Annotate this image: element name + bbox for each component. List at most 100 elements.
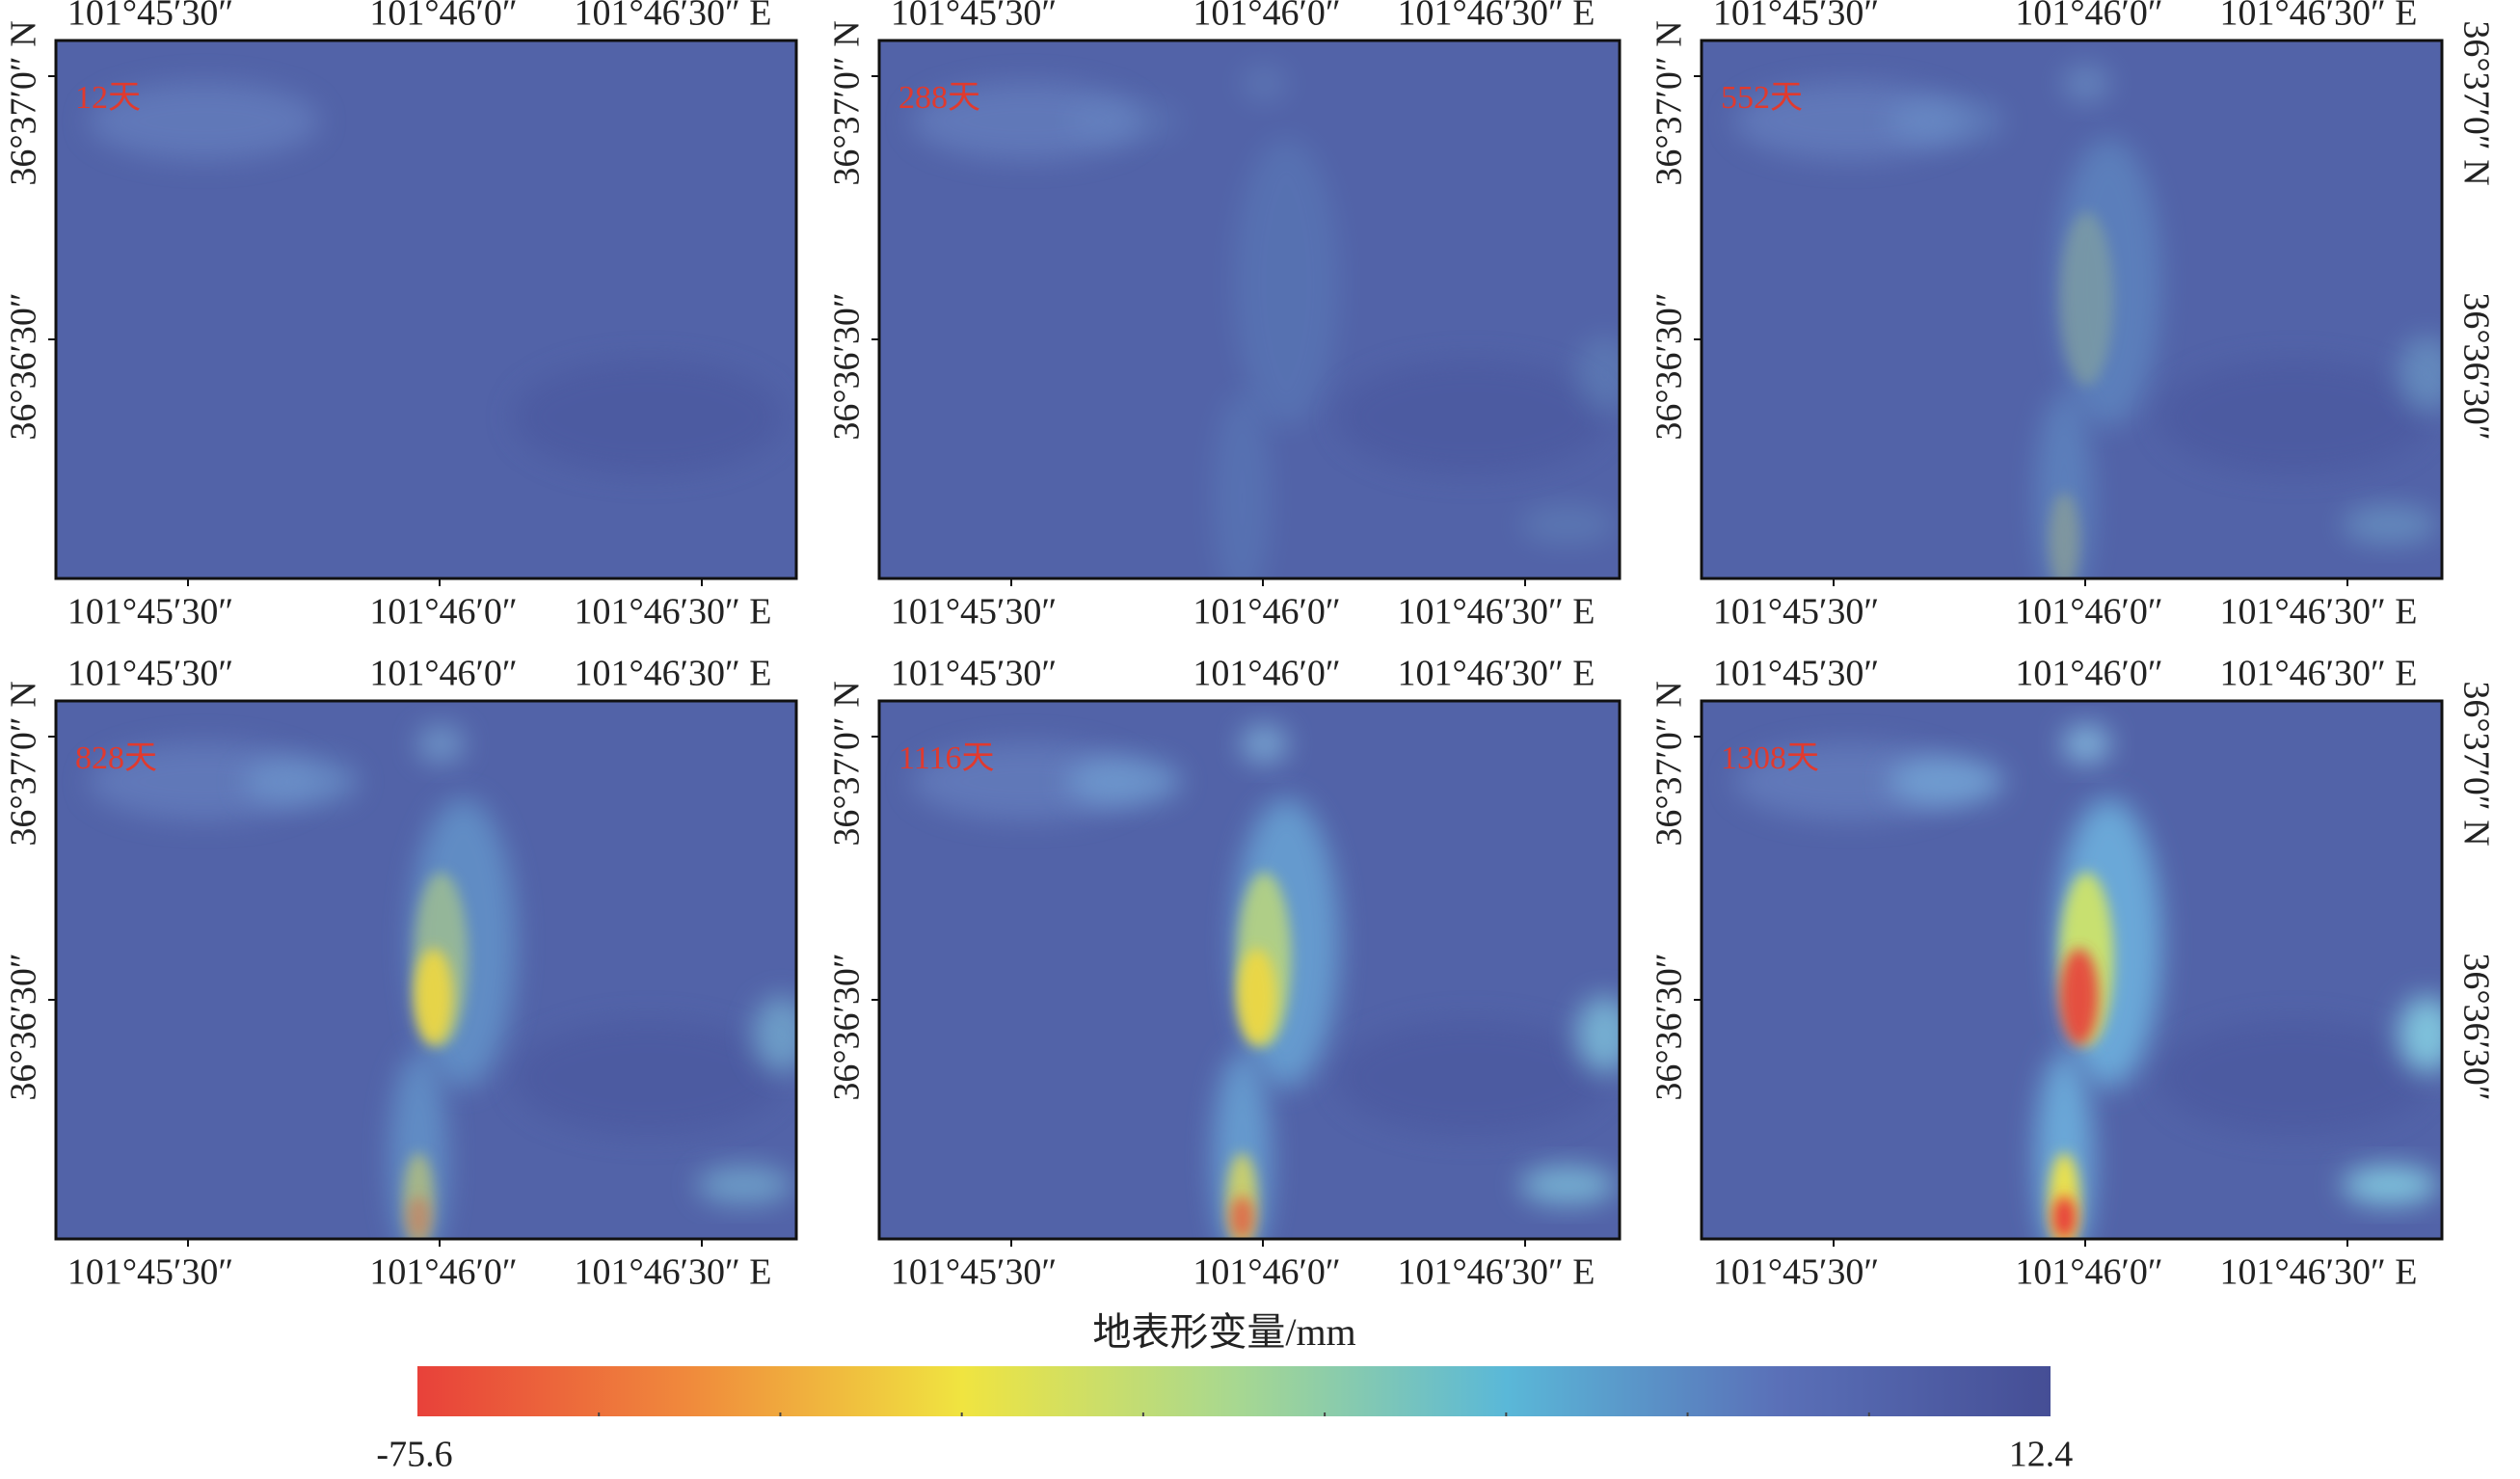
x-tick-label: 101°45′30″ [67, 654, 233, 694]
y-tick-label: 36°37′0″ N [4, 681, 44, 846]
y-tick-label: 36°36′30″ [2455, 292, 2496, 440]
x-tick-label: 101°46′0″ [369, 1252, 517, 1293]
deformation-area [242, 757, 359, 806]
x-tick-label: 101°46′30″ E [574, 654, 771, 694]
panel-label: 288天 [898, 80, 980, 116]
x-tick-label: 101°46′30″ E [1397, 1252, 1595, 1293]
map-panel [1702, 40, 2442, 578]
deformation-area [2158, 1019, 2429, 1136]
panel-label: 552天 [1721, 80, 1803, 116]
y-tick-label: 36°36′30″ [4, 292, 44, 440]
y-tick-label: 36°37′0″ N [1649, 681, 1690, 846]
deformation-area [1237, 948, 1276, 1045]
map-panel [56, 40, 796, 578]
deformation-area [911, 742, 1143, 820]
deformation-area [1233, 138, 1340, 428]
x-tick-label: 101°46′0″ [369, 0, 517, 34]
deformation-area [2398, 995, 2442, 1073]
x-tick-label: 101°46′0″ [2015, 592, 2162, 632]
x-tick-label: 101°46′0″ [2015, 654, 2162, 694]
x-tick-label: 101°46′30″ E [1397, 0, 1595, 34]
deformation-area [1575, 335, 1620, 413]
deformation-area [1575, 995, 1620, 1073]
colorbar-min-label: -75.6 [376, 1435, 452, 1475]
panel-label: 1308天 [1721, 740, 1819, 776]
y-tick-label: 36°36′30″ [2455, 953, 2496, 1100]
deformation-area [2062, 64, 2111, 103]
deformation-area [1230, 1196, 1254, 1239]
x-tick-label: 101°45′30″ [67, 1252, 233, 1293]
y-tick-label: 36°37′0″ N [827, 20, 868, 185]
x-tick-label: 101°46′30″ E [1397, 592, 1595, 632]
map-panel [1702, 701, 2442, 1239]
x-tick-label: 101°46′0″ [369, 592, 517, 632]
map-frame [1700, 39, 2444, 580]
y-tick-label: 36°36′30″ [827, 292, 868, 440]
map-panel [879, 40, 1620, 578]
colorbar-max-label: 12.4 [2009, 1435, 2074, 1475]
y-tick-label: 36°37′0″ N [4, 20, 44, 185]
deformation-area [2342, 505, 2439, 545]
deformation-area [1065, 96, 1182, 146]
panel-label: 12天 [75, 80, 141, 116]
y-tick-label: 36°36′30″ [827, 953, 868, 1100]
deformation-area [1888, 757, 2004, 806]
deformation-area [1733, 742, 1966, 820]
y-tick-label: 36°37′0″ N [1649, 20, 1690, 185]
map-frame [877, 699, 1622, 1241]
x-tick-label: 101°45′30″ [67, 592, 233, 632]
deformation-area [911, 82, 1143, 160]
deformation-area [1336, 359, 1607, 475]
deformation-area [1336, 1019, 1607, 1136]
x-tick-label: 101°46′0″ [1193, 654, 1340, 694]
deformation-area [2158, 359, 2429, 475]
x-tick-label: 101°45′30″ [891, 654, 1057, 694]
map-frame [54, 39, 798, 580]
deformation-area [513, 359, 784, 475]
deformation-area [752, 995, 796, 1073]
x-tick-label: 101°46′30″ E [2219, 654, 2417, 694]
deformation-area [1065, 757, 1182, 806]
x-tick-label: 101°45′30″ [891, 0, 1057, 34]
x-tick-label: 101°46′30″ E [2219, 1252, 2417, 1293]
x-tick-label: 101°45′30″ [1713, 0, 1879, 34]
deformation-area [2342, 1166, 2439, 1205]
x-tick-label: 101°46′30″ E [574, 1252, 771, 1293]
deformation-area [416, 724, 466, 764]
x-tick-label: 101°46′0″ [1193, 1252, 1340, 1293]
x-tick-label: 101°46′30″ E [574, 592, 771, 632]
deformation-area [2059, 948, 2099, 1045]
map-panel [879, 701, 1620, 1239]
deformation-area [1888, 96, 2004, 146]
x-tick-label: 101°46′30″ E [2219, 0, 2417, 34]
x-tick-label: 101°46′30″ E [1397, 654, 1595, 694]
x-tick-label: 101°45′30″ [891, 592, 1057, 632]
x-tick-label: 101°45′30″ [67, 0, 233, 34]
map-frame [54, 699, 798, 1241]
y-tick-label: 36°36′30″ [1649, 953, 1690, 1100]
y-tick-label: 36°36′30″ [1649, 292, 1690, 440]
x-tick-label: 101°45′30″ [1713, 1252, 1879, 1293]
deformation-area [513, 1019, 784, 1136]
panel-label: 828天 [75, 740, 157, 776]
deformation-area [1240, 64, 1289, 103]
x-tick-label: 101°46′0″ [2015, 1252, 2162, 1293]
deformation-area [2398, 335, 2442, 413]
x-tick-label: 101°45′30″ [891, 1252, 1057, 1293]
deformation-area [1240, 724, 1289, 764]
x-tick-label: 101°46′0″ [369, 654, 517, 694]
map-panel [56, 701, 796, 1239]
deformation-area [407, 1196, 431, 1239]
y-tick-label: 36°37′0″ N [2455, 681, 2496, 846]
deformation-area [414, 948, 453, 1045]
map-frame [877, 39, 1622, 580]
map-frame [1700, 699, 2444, 1241]
y-tick-label: 36°37′0″ N [827, 681, 868, 846]
y-tick-label: 36°37′0″ N [2455, 20, 2496, 185]
deformation-area [1519, 505, 1617, 545]
colorbar [417, 1366, 2051, 1416]
panel-label: 1116天 [898, 740, 994, 776]
deformation-area [2049, 492, 2080, 578]
deformation-area [1213, 391, 1272, 578]
